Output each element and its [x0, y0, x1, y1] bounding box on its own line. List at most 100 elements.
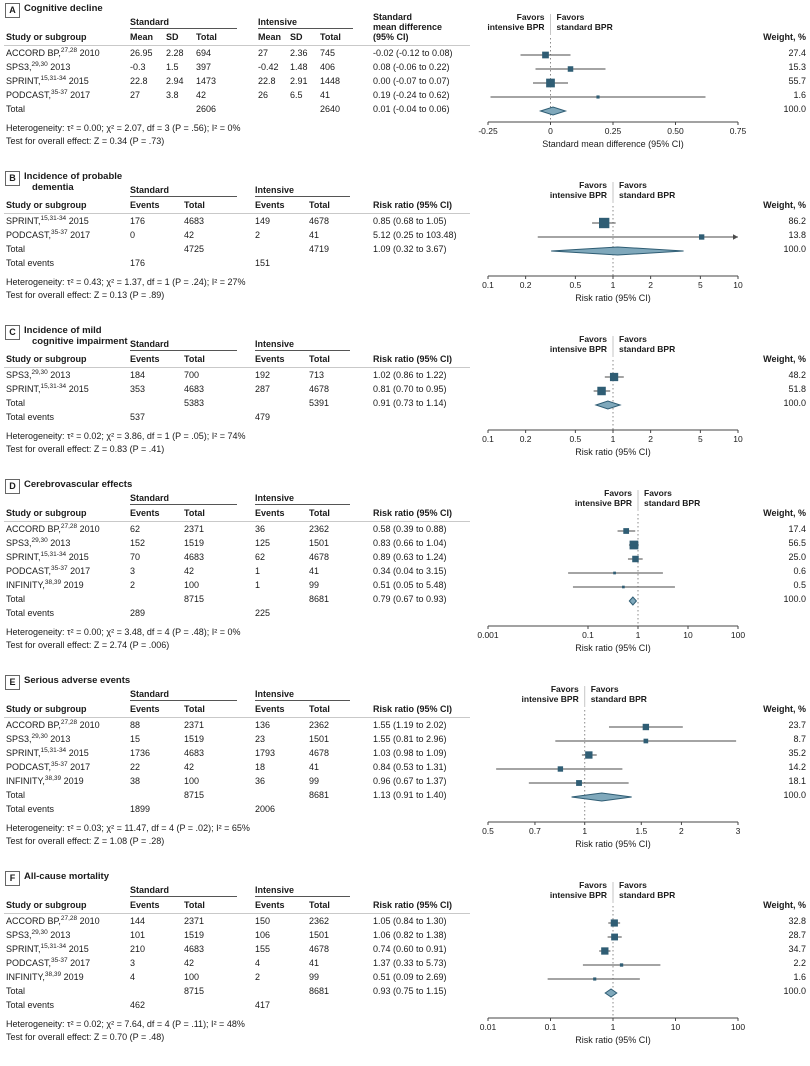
study-label-part: 27,28 [60, 719, 78, 726]
cell-value: 1.5 [166, 62, 179, 72]
cell-value: 100 [184, 972, 200, 982]
favors-right-line: standard BPR [619, 889, 676, 900]
favors-right-line: Favors [619, 880, 647, 890]
effect-estimate: -0.02 (-0.12 to 0.08) [373, 48, 453, 58]
axis-tick-label: 0.7 [529, 826, 541, 836]
axis-tick-label: 0.25 [605, 126, 622, 136]
study-label-part: 2013 [47, 538, 71, 548]
favors-left-label: Favors intensive BPR [469, 684, 579, 704]
group-header-standard: Standard [130, 493, 170, 503]
cell-value: 2 [255, 230, 261, 240]
cell-value: 176 [130, 258, 146, 268]
overall-effect-note: Test for overall effect: Z = 0.34 (P = .… [6, 136, 165, 146]
group-underline-intensive [255, 700, 350, 701]
header-rule [4, 521, 470, 522]
row-label: Total [6, 244, 25, 255]
cell-value: 2.91 [290, 76, 308, 86]
total-diamond [604, 988, 618, 998]
favors-left-label: Favors intensive BPR [435, 12, 545, 32]
axis-tick-label: 0.75 [730, 126, 747, 136]
axis-tick-label: 3 [736, 826, 741, 836]
cell-value: 192 [255, 370, 271, 380]
favors-right-label: Favors standard BPR [644, 488, 754, 508]
row-label: Total [6, 986, 25, 997]
favors-left-line: Favors [579, 334, 607, 344]
effect-square [623, 528, 630, 534]
study-label-part: 2015 [66, 216, 89, 226]
effect-estimate: 1.55 (0.81 to 2.96) [373, 734, 447, 744]
weight-value: 48.2 [788, 370, 806, 380]
cell-value: 176 [130, 216, 146, 226]
col-header: Events [255, 704, 285, 714]
effect-estimate: 0.51 (0.05 to 5.48) [373, 580, 447, 590]
axis-tick-label: 0.5 [569, 280, 581, 290]
study-column-header: Study or subgroup [6, 32, 87, 42]
group-header-standard: Standard [130, 17, 170, 27]
axis-tick-label: 0.5 [482, 826, 494, 836]
axis-tick-label: -0.25 [478, 126, 498, 136]
favors-right-line: Favors [556, 12, 585, 22]
cell-value: 41 [309, 230, 320, 240]
cell-value: 1501 [309, 930, 330, 940]
study-label: SPRINT,15,31-34 2015 [6, 215, 89, 227]
effect-estimate: 0.19 (-0.24 to 0.62) [373, 90, 450, 100]
axis-tick-label: 2 [648, 280, 653, 290]
col-header: Total [184, 900, 205, 910]
total-diamond [551, 246, 684, 256]
study-label: PODCAST,35-37 2017 [6, 229, 90, 241]
favors-left-label: Favors intensive BPR [522, 488, 632, 508]
study-label: PODCAST,35-37 2017 [6, 761, 90, 773]
group-underline-standard [130, 350, 237, 351]
study-label-part: PODCAST, [6, 958, 52, 968]
cell-value: 462 [130, 1000, 146, 1010]
panel-D: 0.001 0.1 1 10 100 Risk ratio (95% CI) D Cerebr… [0, 478, 810, 674]
study-label-part: PODCAST, [6, 90, 52, 100]
weight-value: 56.5 [788, 538, 806, 548]
col-header: SD [166, 32, 179, 42]
cell-value: 4719 [309, 244, 330, 254]
study-label-part: 29,30 [31, 61, 48, 68]
axis-tick-label: 0.5 [569, 434, 581, 444]
cell-value: 4683 [184, 944, 205, 954]
effect-estimate: 0.85 (0.68 to 1.05) [373, 216, 447, 226]
panel-letter: D [5, 479, 20, 494]
col-header: Events [255, 508, 285, 518]
group-header-intensive: Intensive [255, 885, 295, 895]
favors-left-line: intensive BPR [549, 343, 607, 354]
axis-tick-label: 0.1 [582, 630, 594, 640]
cell-value: 1473 [196, 76, 217, 86]
study-label-part: 27,28 [60, 47, 78, 54]
cell-value: 417 [255, 1000, 271, 1010]
study-label-part: SPS3, [6, 930, 32, 940]
cell-value: 36 [255, 524, 266, 534]
study-label-part: 2015 [66, 384, 89, 394]
effect-estimate: 1.37 (0.33 to 5.73) [373, 958, 447, 968]
weight-value: 23.7 [788, 720, 806, 730]
weight-value: 55.7 [788, 76, 806, 86]
weight-value: 17.4 [788, 524, 806, 534]
panel-title-line: Cerebrovascular effects [24, 479, 133, 490]
study-label-part: Total [6, 986, 26, 996]
effect-square [622, 585, 625, 589]
study-label-part: 29,30 [31, 537, 48, 544]
cell-value: 2371 [184, 916, 205, 926]
weight-value: 15.3 [788, 62, 806, 72]
cell-value: 101 [130, 930, 146, 940]
cell-value: 36 [255, 776, 266, 786]
weight-value: 2.2 [793, 958, 806, 968]
study-label-part: SPS3, [6, 62, 32, 72]
axis-tick-label: 1 [611, 434, 616, 444]
study-label-part: 15,31-34 [40, 747, 67, 754]
row-label: Total [6, 594, 25, 605]
cell-value: 41 [320, 90, 331, 100]
panel-title-line: cognitive impairment [32, 335, 128, 347]
cell-value: 700 [184, 370, 200, 380]
study-label-part: Total events [6, 1000, 55, 1010]
axis-title: Risk ratio (95% CI) [575, 839, 651, 849]
study-label-part: Total [6, 790, 26, 800]
weight-value: 28.7 [788, 930, 806, 940]
favors-left-line: Favors [516, 12, 545, 22]
col-header: Events [255, 354, 285, 364]
study-label-part: Total [6, 244, 26, 254]
effect-estimate: 5.12 (0.25 to 103.48) [373, 230, 457, 240]
